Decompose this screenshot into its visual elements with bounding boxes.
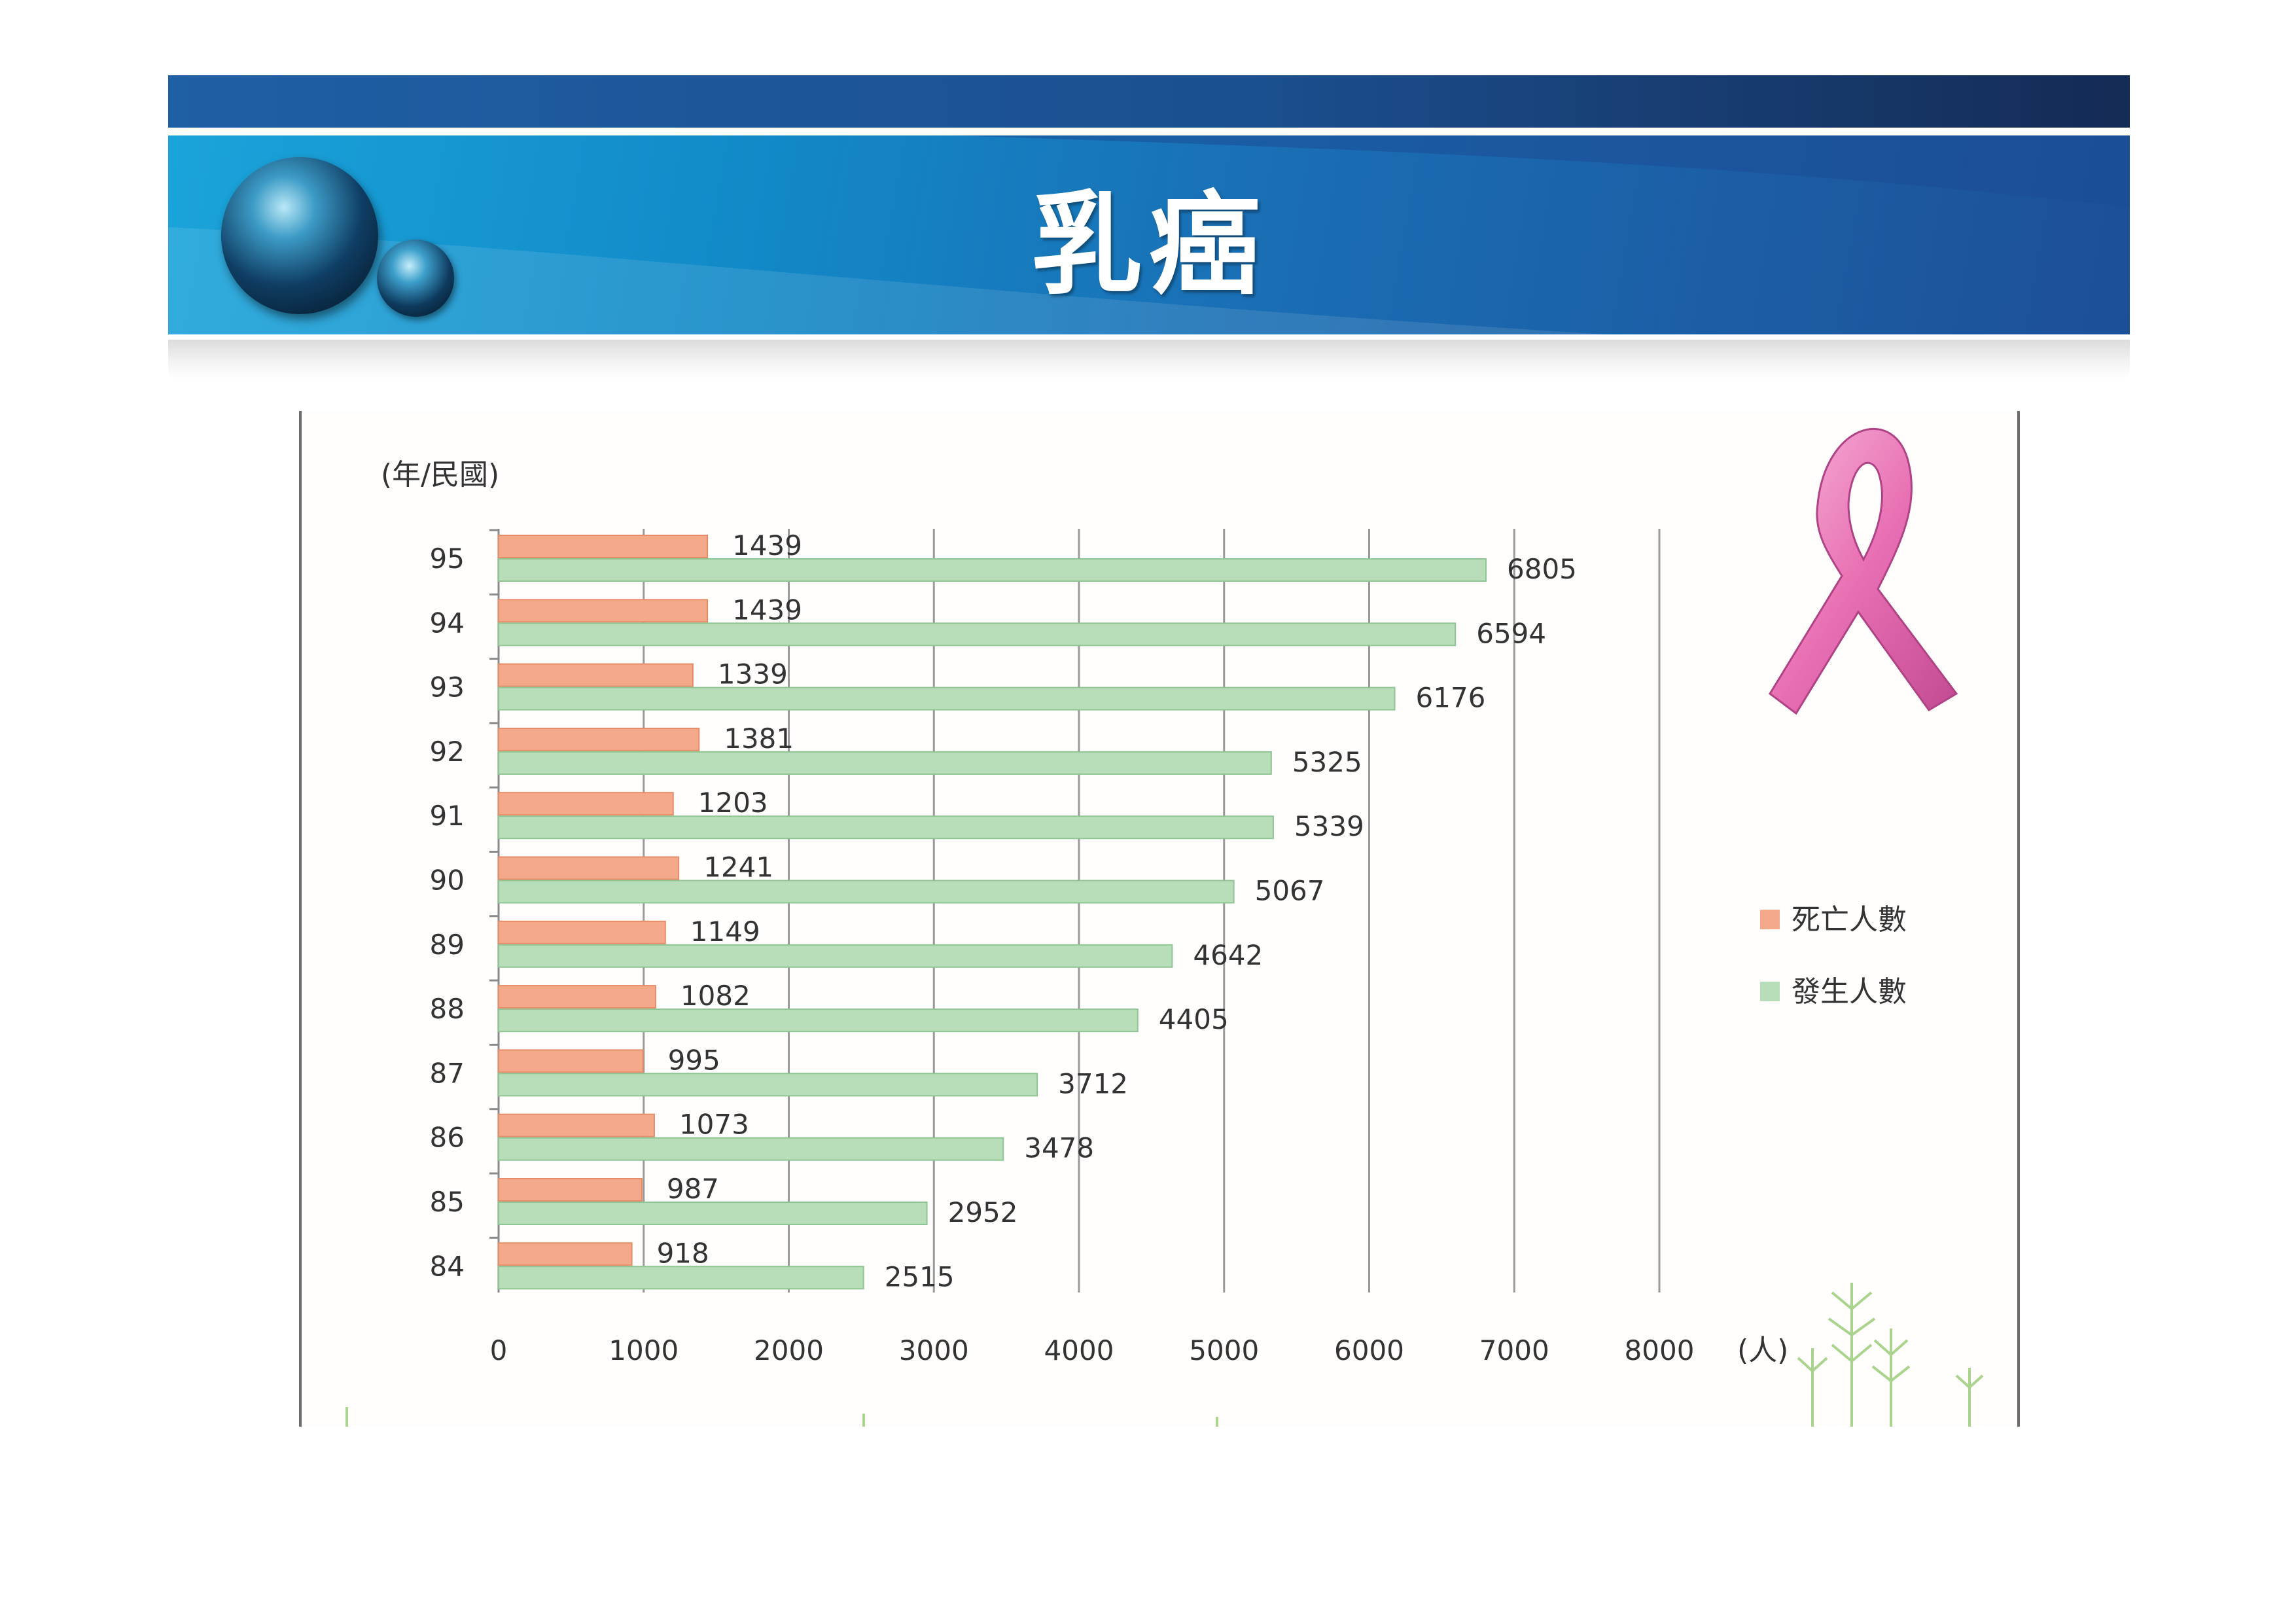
banner-sweep-shape [168, 135, 2130, 334]
data-label-incidence: 5339 [1294, 810, 1364, 842]
data-label-deaths: 1439 [732, 529, 802, 562]
bar-incidence [498, 751, 1272, 775]
globe-icon [221, 157, 378, 314]
y-tick-label: 89 [430, 929, 465, 961]
header-shadow-bar [168, 340, 2130, 379]
data-label-deaths: 1082 [680, 980, 751, 1012]
bar-incidence [498, 1202, 928, 1225]
data-label-deaths: 1241 [703, 851, 773, 883]
bar-deaths [498, 535, 709, 558]
title-banner: 乳癌 [168, 135, 2130, 334]
x-unit-label: (人) [1737, 1334, 1788, 1367]
data-label-incidence: 3712 [1058, 1067, 1128, 1099]
y-tick-label: 87 [430, 1057, 465, 1089]
panel-border-right [2017, 411, 2020, 1427]
data-label-incidence: 6805 [1507, 553, 1577, 585]
bar-incidence [498, 1137, 1004, 1161]
legend-swatch-deaths [1760, 910, 1780, 929]
y-tick-label: 84 [430, 1250, 465, 1282]
bar-incidence [498, 815, 1274, 840]
pink-ribbon-icon [1769, 427, 1958, 715]
x-tick-label: 7000 [1479, 1334, 1549, 1366]
data-label-deaths: 1381 [724, 722, 794, 755]
grid-lines [489, 529, 1661, 1293]
bar-deaths [498, 663, 694, 687]
x-tick-label: 8000 [1625, 1334, 1695, 1366]
y-tick-label: 90 [430, 865, 465, 897]
data-label-incidence: 5067 [1255, 875, 1325, 907]
x-tick-label: 3000 [899, 1334, 969, 1366]
bar-deaths [498, 1049, 644, 1073]
x-tick-label: 5000 [1189, 1334, 1259, 1366]
y-tick-label: 92 [430, 736, 465, 768]
y-tick-label: 91 [430, 800, 465, 832]
header-top-strip [168, 75, 2130, 128]
bar-deaths [498, 1242, 633, 1266]
data-label-deaths: 987 [667, 1173, 719, 1205]
bar-deaths [498, 985, 656, 1009]
legend: 死亡人數 發生人數 [1760, 903, 1907, 1008]
data-label-incidence: 2515 [885, 1260, 955, 1293]
data-label-incidence: 5325 [1292, 746, 1362, 778]
data-label-incidence: 6594 [1476, 617, 1546, 649]
bars [498, 535, 1487, 1290]
bar-deaths [498, 599, 709, 623]
data-label-deaths: 1149 [690, 916, 760, 948]
bar-incidence [498, 558, 1487, 582]
bar-incidence [498, 880, 1235, 904]
legend-label-deaths: 死亡人數 [1792, 903, 1907, 936]
x-tick-label: 6000 [1334, 1334, 1404, 1366]
data-label-incidence: 6176 [1416, 682, 1486, 714]
labels: 0 1000 2000 3000 4000 5000 6000 7000 8000 95 1439 6… [430, 529, 1695, 1366]
data-label-deaths: 1203 [698, 787, 768, 819]
x-tick-label: 4000 [1044, 1334, 1114, 1366]
y-tick-label: 94 [430, 607, 465, 639]
small-globe-icon [377, 240, 454, 317]
y-unit-label: (年/民國) [381, 458, 499, 491]
legend-label-incidence: 發生人數 [1792, 975, 1907, 1008]
bar-incidence [498, 1008, 1139, 1033]
y-tick-label: 86 [430, 1122, 465, 1154]
x-tick-label: 2000 [754, 1334, 824, 1366]
bar-deaths [498, 856, 680, 880]
x-tick-label: 0 [490, 1334, 508, 1366]
data-label-deaths: 995 [668, 1044, 720, 1076]
y-tick-label: 88 [430, 993, 465, 1025]
bar-deaths [498, 1113, 655, 1137]
bar-incidence [498, 944, 1173, 968]
data-label-deaths: 1073 [679, 1109, 749, 1141]
y-tick-label: 93 [430, 671, 465, 704]
bar-deaths [498, 1178, 643, 1202]
panel-border-left [299, 411, 302, 1427]
data-label-deaths: 1339 [718, 658, 788, 690]
bar-incidence [498, 1073, 1038, 1097]
y-tick-label: 85 [430, 1186, 465, 1218]
y-tick-label: 95 [430, 543, 465, 575]
bar-deaths [498, 920, 666, 944]
grass-icon [345, 1283, 1984, 1427]
data-label-incidence: 4405 [1159, 1003, 1229, 1035]
data-label-incidence: 3478 [1024, 1132, 1094, 1164]
x-tick-label: 1000 [609, 1334, 679, 1366]
page-title: 乳癌 [1031, 179, 1267, 310]
bar-incidence [498, 1266, 864, 1290]
data-label-incidence: 2952 [948, 1196, 1018, 1228]
data-label-incidence: 4642 [1193, 939, 1263, 971]
legend-swatch-incidence [1760, 982, 1780, 1001]
data-label-deaths: 918 [657, 1237, 709, 1269]
bar-deaths [498, 792, 674, 816]
bar-deaths [498, 727, 700, 751]
bar-incidence [498, 687, 1396, 711]
data-label-deaths: 1439 [732, 594, 802, 626]
bar-incidence [498, 622, 1457, 647]
